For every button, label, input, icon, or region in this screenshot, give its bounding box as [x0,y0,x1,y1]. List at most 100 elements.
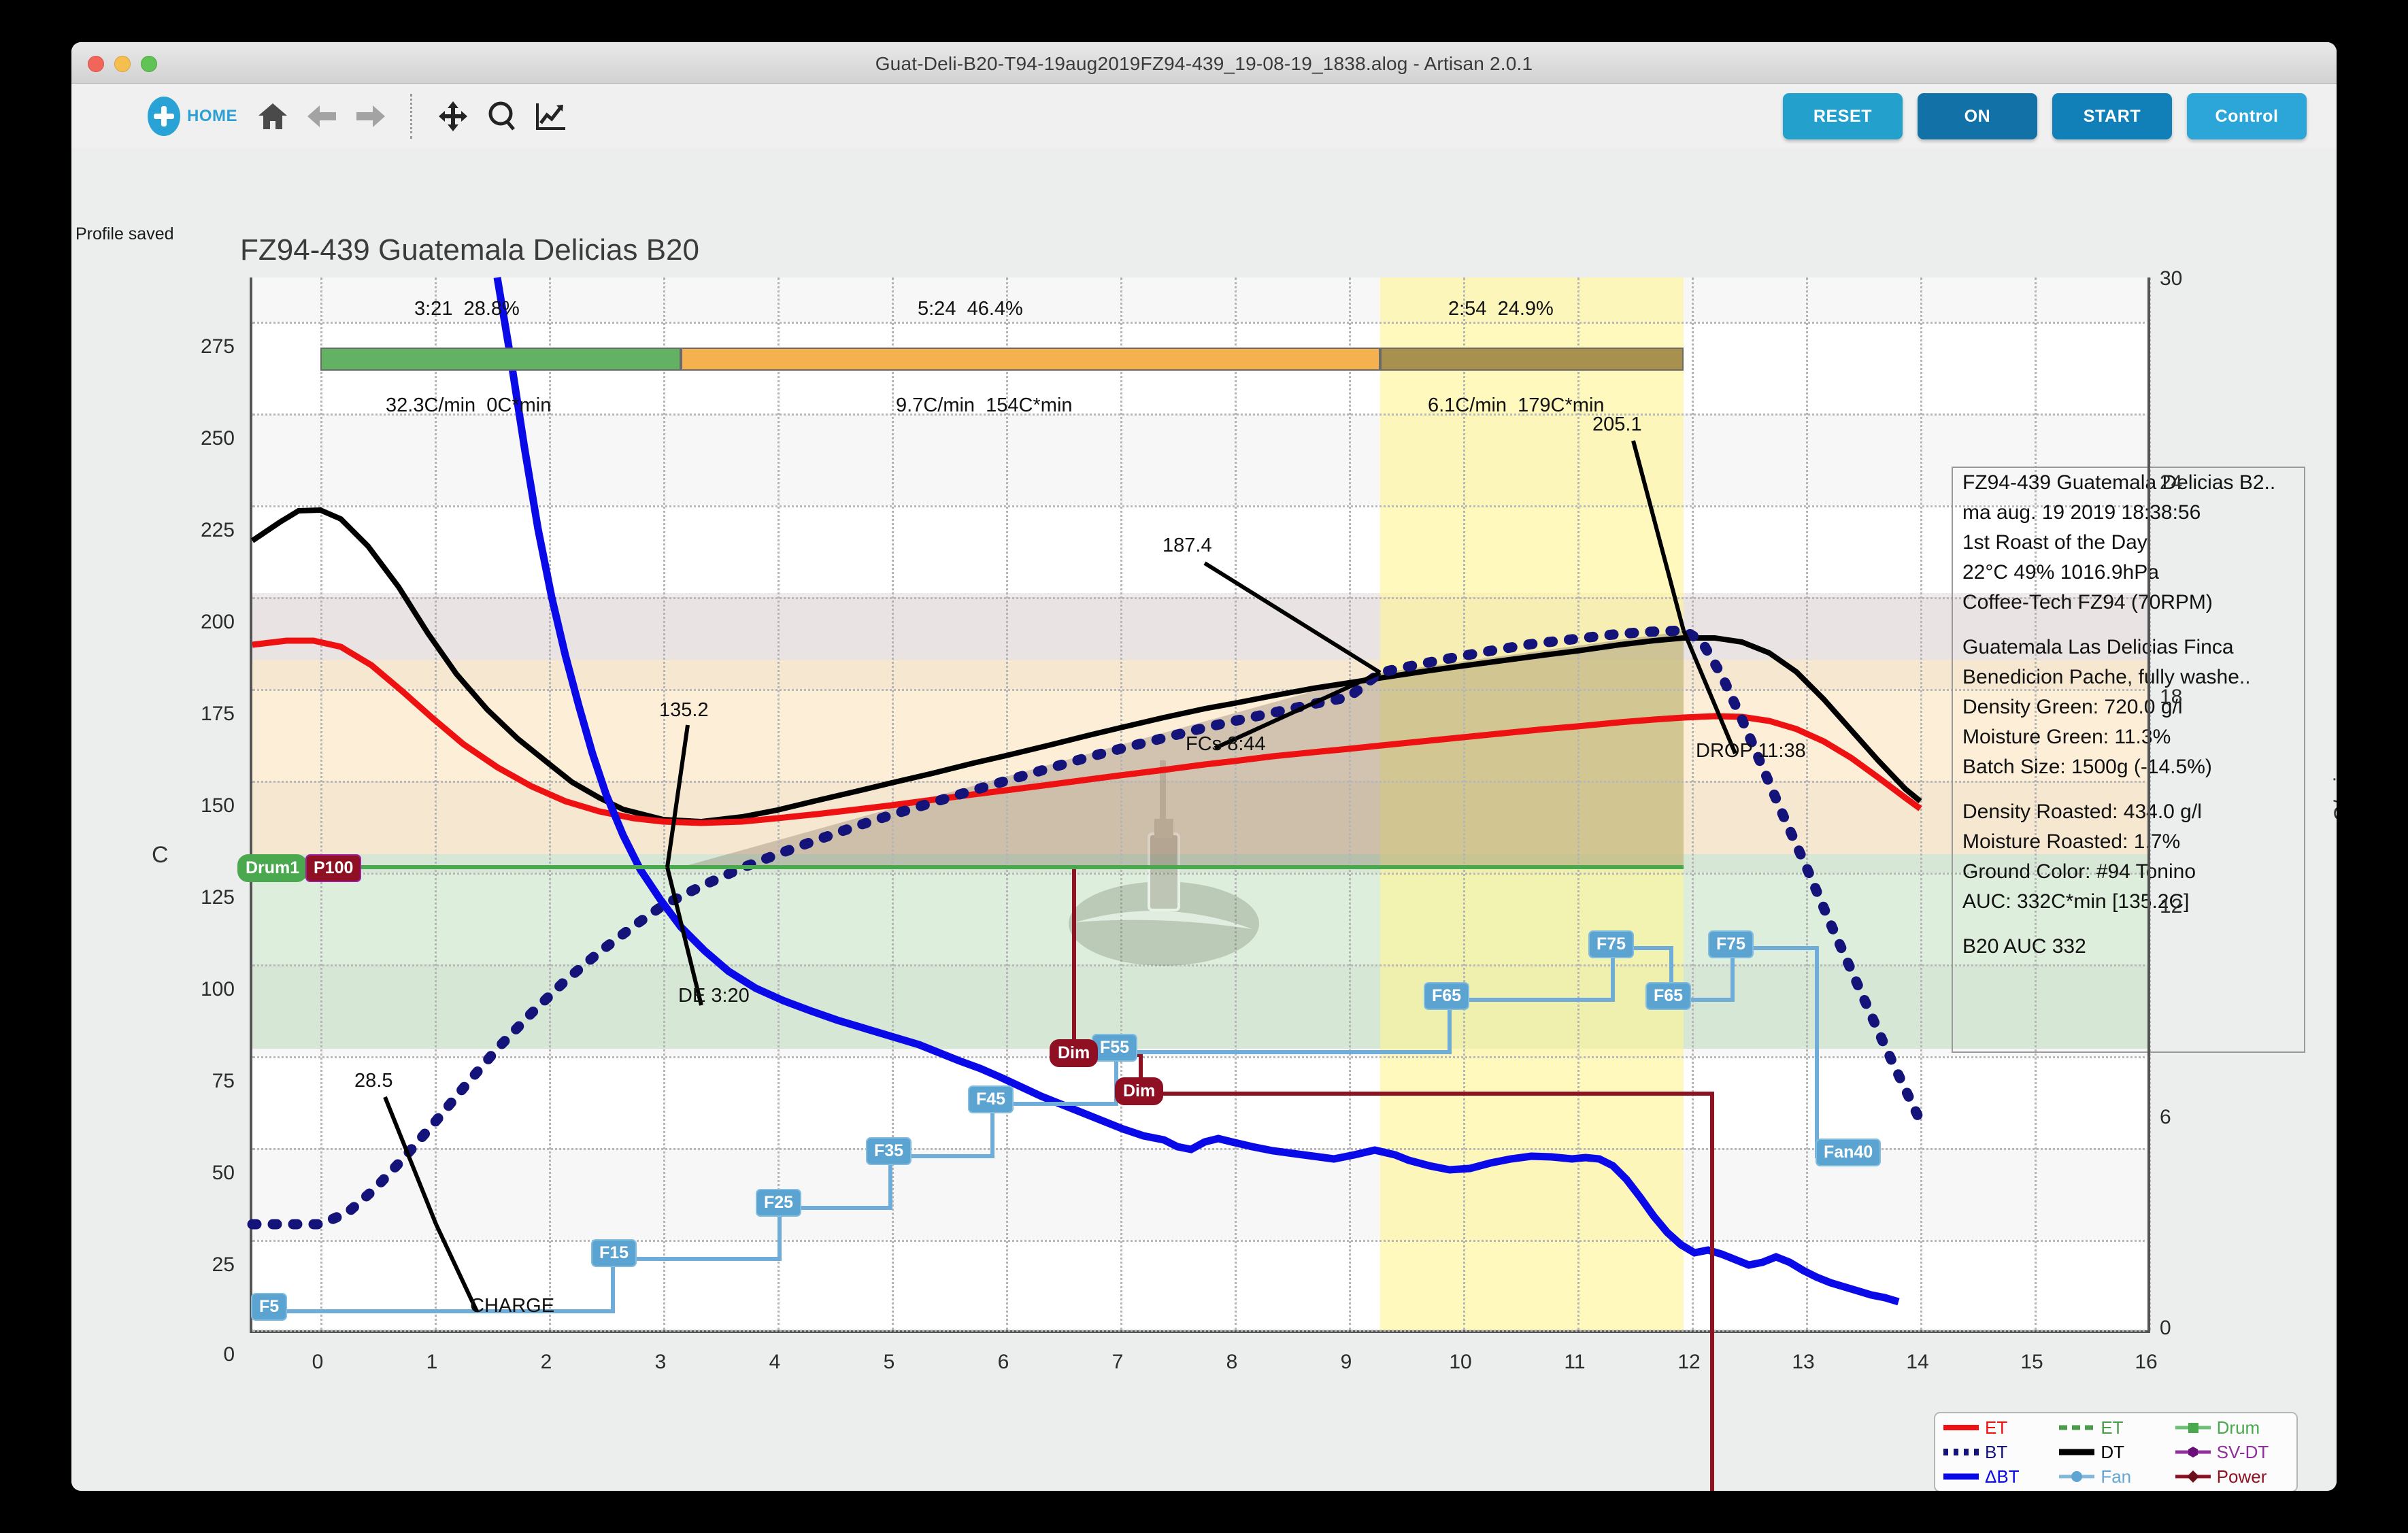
event-f45[interactable]: F45 [968,1085,1014,1113]
xtick-2: 2 [540,1351,552,1373]
info-line-1: ma aug. 19 2019 18:38:56 [1962,501,2201,524]
ytick-125: 125 [200,886,235,909]
ytick-right-6: 6 [2160,1106,2171,1128]
close-icon[interactable] [88,56,104,72]
start-button[interactable]: START [2052,93,2172,139]
legend-item-delta-bt[interactable]: ΔBT [1943,1466,2020,1487]
info-line-3: 22°C 49% 1016.9hPa [1962,561,2159,584]
legend-item-et-red[interactable]: ET [1943,1417,2008,1438]
xtick-10: 10 [1449,1351,1472,1373]
ytick-right-24: 24 [2160,471,2183,494]
event-dim-1[interactable]: Dim [1050,1039,1099,1067]
ytick-150: 150 [200,794,235,817]
annotation-fcs: FCs 8:44 [1186,733,1266,755]
y-axis-left-label: C [152,842,169,868]
ytick-0: 0 [223,1343,235,1366]
et-curve [252,637,1922,826]
phase-drying-rate: 32.3C/min 0C*min [386,394,552,416]
coffee-bean-watermark [1062,754,1266,975]
curves-layer [247,277,1926,1491]
legend-item-drum[interactable]: Drum [2174,1415,2290,1440]
xtick-8: 8 [1226,1351,1238,1373]
legend-item-bt[interactable]: BT [1943,1441,2008,1462]
roast-info-panel: FZ94-439 Guatemala Delicias B2.. ma aug.… [1952,467,2305,1053]
legend-item-svdt[interactable]: SV-DT [2174,1440,2290,1464]
event-f75-a[interactable]: F75 [1588,930,1635,958]
xtick-7: 7 [1111,1351,1124,1373]
annotation-drop: DROP 11:38 [1696,740,1806,762]
phase-drying-time: 3:21 28.8% [414,298,520,320]
on-button[interactable]: ON [1918,93,2037,139]
event-dim-2[interactable]: Dim [1115,1077,1164,1105]
zoom-search-icon[interactable] [478,93,526,139]
y-axis-right-label: C/min [2330,764,2337,822]
bt-curve [247,625,1926,1230]
info-line-14: Ground Color: #94 Tonino [1962,860,2196,883]
ytick-right-30: 30 [2160,267,2183,290]
xtick-3: 3 [654,1351,667,1373]
ytick-right-0: 0 [2160,1317,2171,1339]
page-title: FZ94-439 Guatemala Delicias B20 [240,233,699,267]
info-line-6: Guatemala Las Delicias Finca [1962,636,2234,658]
artisan-window: Guat-Deli-B20-T94-19aug2019FZ94-439_19-0… [71,42,2337,1491]
legend-item-et-green[interactable]: ET [2059,1417,2124,1438]
back-arrow-icon[interactable] [297,93,346,139]
window-controls[interactable] [88,56,157,72]
info-line-15: AUC: 332C*min [135.2C] [1962,890,2190,913]
ytick-100: 100 [200,978,235,1000]
maximize-icon[interactable] [141,56,157,72]
chart-canvas[interactable]: 3:21 28.8% 5:24 46.4% 2:54 24.9% 32.3C/m… [237,277,2305,1491]
ytick-50: 50 [212,1162,235,1184]
event-f75-b[interactable]: F75 [1708,930,1754,958]
annotation-187-4: 187.4 [1163,535,1212,556]
event-f65-a[interactable]: F65 [1424,982,1470,1010]
xtick-13: 13 [1792,1351,1815,1373]
home-icon[interactable] [248,93,297,139]
event-f65-b[interactable]: F65 [1645,982,1692,1010]
info-spacer-2 [1953,782,2304,797]
plus-circle-icon[interactable] [146,95,182,137]
info-line-4: Coffee-Tech FZ94 (70RPM) [1962,591,2213,613]
event-f15[interactable]: F15 [591,1239,637,1267]
ytick-200: 200 [200,611,235,633]
status-message: Profile saved [76,224,174,243]
home-label[interactable]: HOME [187,107,237,125]
ytick-250: 250 [200,427,235,450]
delta-bt-curve [493,277,1900,1306]
chart-config-icon[interactable] [526,93,575,139]
minimize-icon[interactable] [114,56,131,72]
pan-move-icon[interactable] [429,93,478,139]
info-line-13: Moisture Roasted: 1.7% [1962,830,2181,853]
forward-arrow-icon[interactable] [346,93,395,139]
ytick-right-18: 18 [2160,686,2183,708]
power-line [252,865,1714,1491]
xtick-4: 4 [769,1351,781,1373]
event-p100[interactable]: P100 [305,854,362,882]
legend-item-fan[interactable]: Fan [2058,1464,2173,1489]
event-drum1[interactable]: Drum1 [237,854,308,882]
xtick-14: 14 [1906,1351,1929,1373]
ytick-275: 275 [200,335,235,358]
event-f25[interactable]: F25 [756,1189,802,1217]
chart-legend[interactable]: ET ET Drum BT DT SV-DT [1934,1412,2298,1491]
event-fan40[interactable]: Fan40 [1816,1139,1882,1166]
legend-item-power[interactable]: Power [2174,1464,2290,1489]
info-spacer-3 [1953,917,2304,932]
window-title: Guat-Deli-B20-T94-19aug2019FZ94-439_19-0… [875,53,1533,74]
event-f35[interactable]: F35 [866,1137,912,1165]
annotation-leaders [383,440,1737,1313]
title-bar: Guat-Deli-B20-T94-19aug2019FZ94-439_19-0… [71,42,2337,84]
info-line-10: Batch Size: 1500g (-14.5%) [1962,756,2212,778]
info-line-7: Benedicion Pache, fully washe.. [1962,666,2251,688]
toolbar-separator [410,94,414,139]
legend-item-dt[interactable]: DT [2059,1441,2124,1462]
event-f55[interactable]: F55 [1092,1034,1138,1062]
xtick-9: 9 [1340,1351,1352,1373]
control-button[interactable]: Control [2187,93,2307,139]
reset-button[interactable]: RESET [1783,93,1903,139]
xtick-6: 6 [997,1351,1009,1373]
toolbar: HOME RESET ON START C [71,84,2337,149]
phase-bar-drying [320,348,681,371]
xtick-16: 16 [2135,1351,2158,1373]
event-f5[interactable]: F5 [251,1293,288,1321]
